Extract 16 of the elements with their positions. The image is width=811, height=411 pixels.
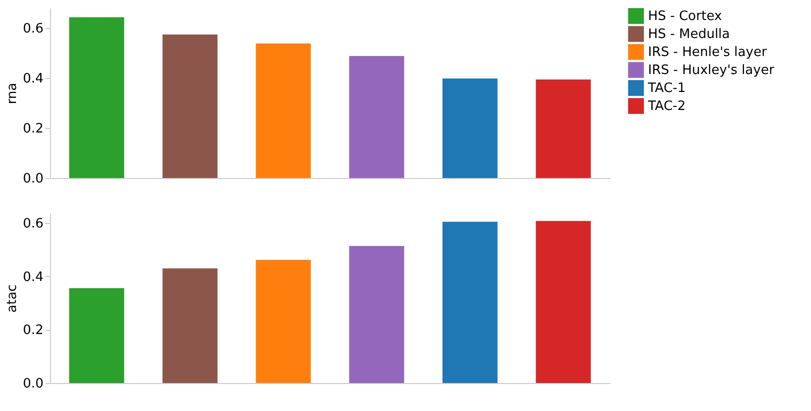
y-tick-label: 0.4 (22, 270, 44, 285)
y-tick-label: 0.4 (22, 72, 44, 86)
y-tick-label: 0.6 (22, 22, 44, 36)
legend-label: HS - Cortex (648, 9, 722, 24)
y-tick-label: 0.0 (22, 376, 44, 392)
y-tick-label: 0.2 (22, 323, 44, 338)
y-tick-label: 0.6 (22, 216, 44, 232)
legend-label: HS - Medulla (648, 27, 730, 42)
legend-label: TAC-1 (647, 81, 686, 96)
y-axis-title: atac (4, 284, 20, 313)
legend-label: TAC-2 (647, 99, 686, 114)
legend-label: IRS - Henle's layer (648, 45, 768, 60)
legend-label: IRS - Huxley's layer (648, 63, 775, 78)
y-tick-label: 0.0 (22, 172, 44, 186)
y-tick-label: 0.2 (22, 122, 44, 136)
y-axis-title: rna (4, 82, 20, 104)
